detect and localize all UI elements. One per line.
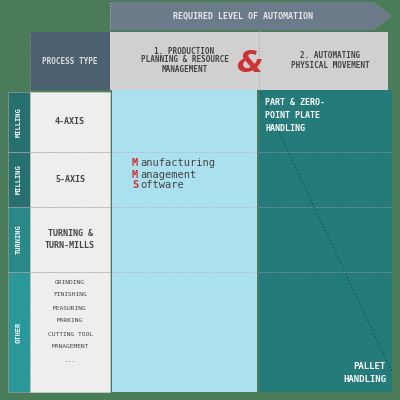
Bar xyxy=(8,207,30,272)
Polygon shape xyxy=(110,2,392,30)
Bar xyxy=(30,92,110,152)
Text: MILLING: MILLING xyxy=(16,107,22,137)
Text: M: M xyxy=(132,158,138,168)
Bar xyxy=(259,90,392,392)
Text: 1. PRODUCTION: 1. PRODUCTION xyxy=(154,48,214,56)
Text: FINISHING: FINISHING xyxy=(53,292,87,298)
Text: M: M xyxy=(132,170,138,180)
Text: CUTTING TOOL: CUTTING TOOL xyxy=(48,332,92,336)
Bar xyxy=(8,272,30,392)
Text: GRINDING: GRINDING xyxy=(55,280,85,284)
Text: PHYSICAL MOVEMENT: PHYSICAL MOVEMENT xyxy=(291,62,370,70)
Text: 2. AUTOMATING: 2. AUTOMATING xyxy=(300,52,360,60)
Text: MEASURING: MEASURING xyxy=(53,306,87,310)
Bar xyxy=(30,272,110,392)
Text: anufacturing: anufacturing xyxy=(140,158,215,168)
Bar xyxy=(112,90,257,392)
Text: MILLING: MILLING xyxy=(16,165,22,194)
Bar xyxy=(30,152,110,207)
Text: REQUIRED LEVEL OF AUTOMATION: REQUIRED LEVEL OF AUTOMATION xyxy=(173,12,313,20)
Bar xyxy=(8,92,30,152)
Text: MANAGEMENT: MANAGEMENT xyxy=(51,344,89,350)
Text: OTHER: OTHER xyxy=(16,321,22,343)
Bar xyxy=(30,207,110,272)
Text: TURNING &
TURN-MILLS: TURNING & TURN-MILLS xyxy=(45,229,95,250)
Text: oftware: oftware xyxy=(140,180,184,190)
Text: PART & ZERO-
POINT PLATE
HANDLING: PART & ZERO- POINT PLATE HANDLING xyxy=(265,98,325,133)
Bar xyxy=(30,32,110,90)
Text: ...: ... xyxy=(64,358,76,362)
Bar xyxy=(8,152,30,207)
Text: PLANNING & RESOURCE: PLANNING & RESOURCE xyxy=(140,56,228,64)
Text: 4-AXIS: 4-AXIS xyxy=(55,118,85,126)
Text: MANAGEMENT: MANAGEMENT xyxy=(161,64,208,74)
Text: MARKING: MARKING xyxy=(57,318,83,324)
Text: PROCESS TYPE: PROCESS TYPE xyxy=(42,56,98,66)
Text: anagement: anagement xyxy=(140,170,196,180)
Text: TURNING: TURNING xyxy=(16,225,22,254)
Text: PALLET
HANDLING: PALLET HANDLING xyxy=(343,362,386,384)
Bar xyxy=(30,32,388,90)
Text: 5-AXIS: 5-AXIS xyxy=(55,175,85,184)
Text: &: & xyxy=(236,48,262,78)
Text: S: S xyxy=(132,180,138,190)
